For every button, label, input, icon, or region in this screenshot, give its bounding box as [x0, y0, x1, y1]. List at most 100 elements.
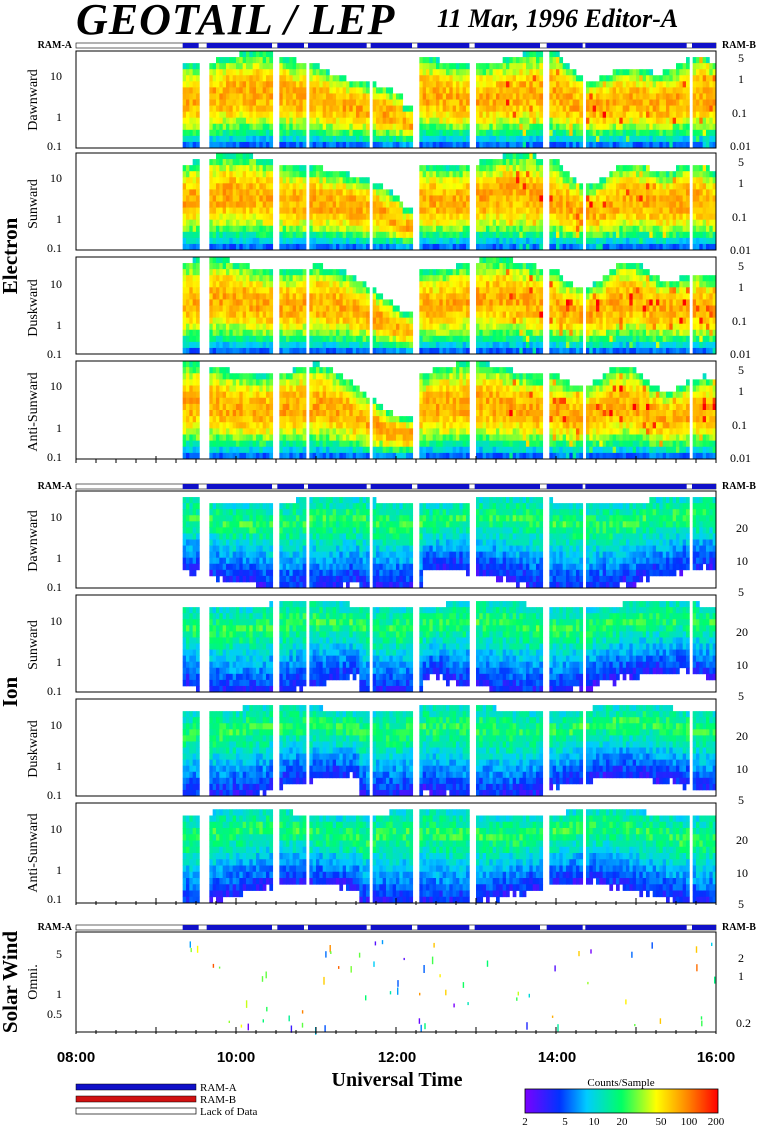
spectrogram-cell [286, 189, 290, 196]
spectrogram-cell [366, 195, 370, 202]
spectrogram-cell [429, 183, 434, 190]
spectrogram-cell [366, 305, 370, 312]
spectrogram-cell [242, 177, 247, 184]
spectrogram-cell [629, 177, 634, 184]
spectrogram-cell [226, 129, 230, 137]
spectrogram-cell [389, 299, 394, 306]
spectrogram-cell [302, 213, 307, 221]
spectrogram-cell [299, 329, 304, 337]
spectrogram-cell [569, 207, 574, 215]
spectrogram-cell [532, 237, 537, 245]
spectrogram-cell [339, 293, 344, 300]
spectrogram-cell [556, 111, 560, 119]
spectrogram-cell [516, 177, 520, 184]
spectrogram-cell [559, 93, 564, 100]
spectrogram-cell [299, 311, 304, 319]
spectrogram-cell [336, 177, 340, 184]
spectrogram-cell [532, 69, 537, 76]
spectrogram-cell [676, 243, 680, 251]
spectrogram-cell [619, 69, 624, 76]
spectrogram-cell [442, 141, 447, 149]
spectrogram-cell [619, 213, 624, 221]
spectrogram-cell [386, 335, 390, 343]
spectrogram-cell [426, 165, 430, 172]
spectrogram-cell [686, 81, 690, 88]
spectrogram-cell [509, 57, 514, 64]
spectrogram-cell [569, 243, 574, 251]
spectrogram-cell [439, 177, 444, 184]
spectrogram-cell [502, 165, 507, 172]
spectrogram-cell [359, 183, 364, 190]
spectrogram-cell [322, 293, 327, 300]
spectrogram-cell [656, 75, 660, 82]
spectrogram-cell [249, 183, 254, 190]
spectrogram-cell [292, 57, 297, 64]
spectrogram-cell [219, 347, 224, 355]
spectrogram-cell [232, 231, 237, 239]
spectrogram-cell [389, 141, 394, 149]
spectrogram-cell [332, 305, 337, 312]
spectrogram-cell [196, 317, 200, 325]
spectrogram-cell [699, 237, 704, 245]
spectrogram-cell [519, 225, 524, 233]
spectrogram-cell [622, 219, 627, 227]
spectrogram-cell [249, 213, 254, 221]
spectrogram-cell [229, 323, 234, 331]
spectrogram-cell [219, 141, 224, 149]
spectrogram-cell [249, 111, 254, 119]
spectrogram-cell [572, 93, 577, 100]
spectrogram-cell [242, 189, 247, 196]
spectrogram-cell [529, 231, 534, 239]
spectrogram-cell [242, 329, 247, 337]
spectrogram-cell [302, 329, 307, 337]
ram-a-label-ion: RAM-A [38, 481, 73, 492]
spectrogram-cell [426, 177, 430, 184]
spectrogram-cell [262, 311, 267, 319]
spectrogram-cell [352, 177, 357, 184]
spectrogram-cell [209, 177, 214, 184]
spectrogram-cell [319, 347, 324, 355]
spectrogram-cell [222, 165, 227, 172]
spectrogram-cell [492, 213, 497, 221]
spectrogram-cell [409, 141, 414, 149]
spectrogram-cell [646, 135, 650, 143]
spectrogram-cell [526, 189, 530, 196]
spectrogram-cell [322, 69, 327, 76]
spectrogram-cell [226, 287, 230, 294]
spectrogram-cell [639, 243, 644, 251]
spectrogram-cell [709, 189, 714, 196]
spectrogram-cell [539, 51, 544, 58]
spectrogram-cell [502, 129, 507, 137]
spectrogram-cell [249, 135, 254, 143]
spectrogram-cell [646, 189, 650, 196]
spectrogram-cell [462, 63, 467, 70]
spectrogram-cell [226, 207, 230, 215]
spectrogram-cell [426, 75, 430, 82]
spectrogram-cell [229, 189, 234, 196]
spectrogram-cell [632, 129, 637, 137]
spectrogram-cell [389, 341, 394, 349]
spectrogram-cell [576, 117, 580, 125]
spectrogram-cell [666, 81, 670, 88]
spectrogram-cell [386, 189, 390, 196]
spectrogram-cell [346, 341, 350, 349]
spectrogram-cell [239, 287, 244, 294]
spectrogram-cell [442, 195, 447, 202]
spectrogram-cell [249, 153, 254, 160]
spectrogram-cell [706, 63, 710, 70]
spectrogram-cell [672, 111, 677, 119]
spectrogram-cell [559, 207, 564, 215]
spectrogram-cell [396, 99, 400, 106]
spectrogram-cell [242, 153, 247, 160]
spectrogram-cell [482, 123, 487, 131]
spectrogram-cell [562, 117, 567, 125]
spectrogram-cell [186, 275, 190, 282]
spectrogram-cell [432, 129, 437, 137]
spectrogram-cell [379, 207, 384, 215]
spectrogram-cell [666, 135, 670, 143]
spectrogram-cell [452, 317, 457, 325]
spectrogram-cell [362, 129, 367, 137]
spectrogram-cell [309, 183, 314, 190]
spectrogram-cell [219, 81, 224, 88]
spectrogram-cell [529, 111, 534, 119]
